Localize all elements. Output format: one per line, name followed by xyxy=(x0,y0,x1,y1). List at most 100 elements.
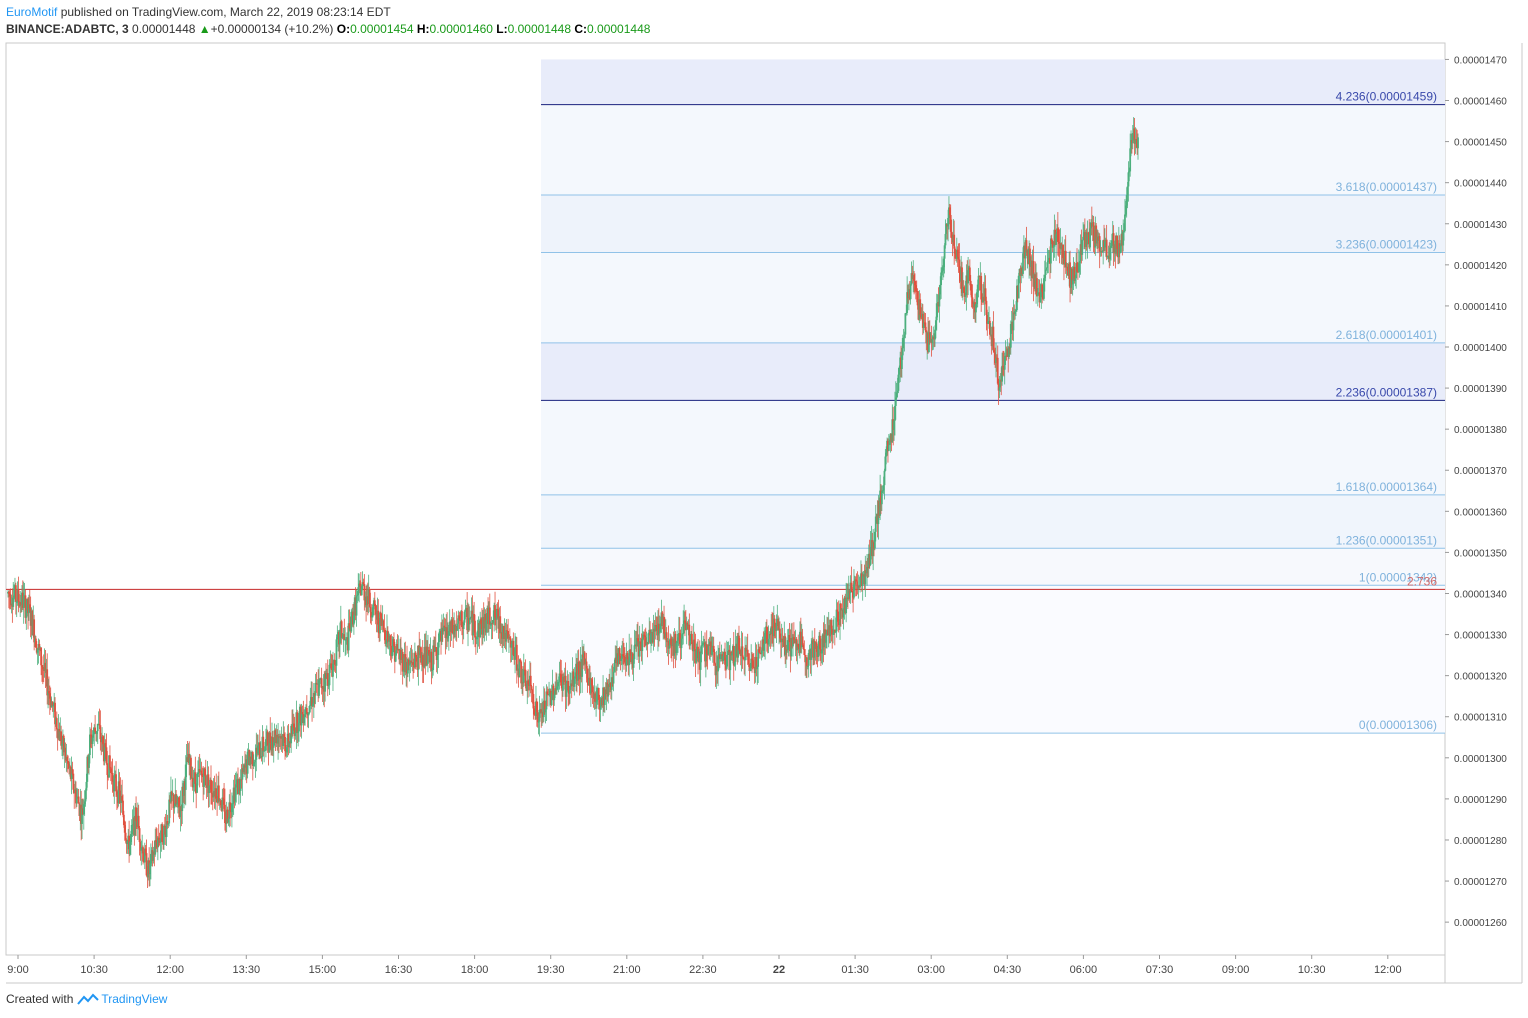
candle-body xyxy=(792,637,794,647)
candle-body xyxy=(36,648,39,653)
candle-body xyxy=(607,684,610,697)
candle-body xyxy=(638,641,641,657)
candle-body xyxy=(947,217,949,227)
candle-body xyxy=(1005,355,1008,357)
candle-body xyxy=(594,693,597,702)
candle-body xyxy=(1133,128,1136,144)
candle-body xyxy=(599,706,602,710)
candle-body xyxy=(83,801,86,805)
candle-body xyxy=(744,647,746,661)
candle-body xyxy=(971,297,974,304)
candle-body xyxy=(657,623,660,634)
author-link[interactable]: EuroMotif xyxy=(6,5,58,19)
candle-body xyxy=(489,624,492,626)
candle-body xyxy=(1112,233,1115,253)
candle-body xyxy=(515,644,518,671)
candle-body xyxy=(89,734,92,736)
candle-body xyxy=(96,723,99,732)
fib-level-label: 3.618(0.00001437) xyxy=(1336,180,1437,194)
candle-body xyxy=(626,653,629,660)
candle-body xyxy=(320,678,323,688)
candle-body xyxy=(894,405,896,421)
candle-body xyxy=(204,768,206,776)
candle-body xyxy=(993,349,996,353)
candle-body xyxy=(255,747,258,760)
candle-body xyxy=(1051,241,1054,248)
candle-body xyxy=(62,735,65,753)
candle-body xyxy=(159,838,162,843)
candle-body xyxy=(200,770,203,774)
candle-body xyxy=(543,700,546,713)
y-tick-label: 0.00001360 xyxy=(1454,507,1507,518)
candle-body xyxy=(170,791,172,802)
candle-body xyxy=(435,647,438,660)
candle-body xyxy=(954,248,956,254)
y-tick-label: 0.00001340 xyxy=(1454,589,1507,600)
candle-body xyxy=(140,847,143,851)
candle-body xyxy=(88,754,90,768)
candle-body xyxy=(777,618,780,631)
tradingview-link[interactable]: TradingView xyxy=(77,992,167,1006)
candle-body xyxy=(99,725,102,740)
candle-body xyxy=(210,779,212,793)
candle-body xyxy=(574,676,577,679)
fib-level-label: 2.236(0.00001387) xyxy=(1336,385,1437,399)
candle-body xyxy=(678,633,681,644)
candle-body xyxy=(881,490,884,492)
candle-body xyxy=(437,641,440,656)
candle-body xyxy=(1022,253,1024,274)
candle-body xyxy=(410,660,413,664)
candle-body xyxy=(874,516,877,532)
candle-body xyxy=(1070,268,1073,285)
candle-body xyxy=(755,657,758,670)
candle-body xyxy=(861,576,864,587)
tradingview-logo-icon xyxy=(77,993,100,1005)
created-with: Created with xyxy=(6,992,74,1006)
ohlc-line: BINANCE:ADABTC, 3 0.00001448 ▲+0.0000013… xyxy=(6,21,650,38)
y-tick-label: 0.00001280 xyxy=(1454,836,1507,847)
candle-body xyxy=(994,352,997,363)
candle-body xyxy=(28,604,30,614)
candle-body xyxy=(328,664,331,686)
y-tick-label: 0.00001290 xyxy=(1454,795,1507,806)
candle-body xyxy=(839,603,841,626)
candle-body xyxy=(368,588,371,607)
open-value: 0.00001454 xyxy=(350,22,414,36)
candle-body xyxy=(902,337,905,339)
candle-body xyxy=(509,638,512,648)
candle-body xyxy=(223,798,225,805)
candle-body xyxy=(379,612,382,619)
candle-body xyxy=(1128,171,1131,173)
candle-body xyxy=(636,638,638,647)
candle-body xyxy=(485,620,488,633)
candle-body xyxy=(339,629,341,645)
candle-body xyxy=(691,633,693,645)
candle-body xyxy=(810,643,813,660)
candle-body xyxy=(1017,275,1020,299)
candle-body xyxy=(711,647,713,655)
candle-body xyxy=(508,637,511,639)
candle-body xyxy=(41,665,43,667)
candle-body xyxy=(277,736,279,744)
candle-body xyxy=(555,686,558,691)
candle-body xyxy=(620,658,623,661)
y-tick-label: 0.00001380 xyxy=(1454,425,1507,436)
candle-body xyxy=(1047,260,1050,263)
candle-body xyxy=(625,653,628,666)
candle-body xyxy=(464,609,467,612)
candle-body xyxy=(949,214,952,232)
candle-body xyxy=(654,625,657,632)
candle-body xyxy=(537,721,540,723)
candle-body xyxy=(163,825,166,827)
candle-body xyxy=(738,649,741,654)
candle-body xyxy=(434,647,436,652)
close-label: C: xyxy=(574,22,588,36)
candle-body xyxy=(741,646,744,658)
x-tick-label: 15:00 xyxy=(309,964,337,976)
candle-body xyxy=(239,779,242,791)
y-tick-label: 0.00001460 xyxy=(1454,97,1507,108)
fib-band xyxy=(541,585,1445,734)
candle-body xyxy=(254,759,257,763)
candle-body xyxy=(758,652,761,654)
